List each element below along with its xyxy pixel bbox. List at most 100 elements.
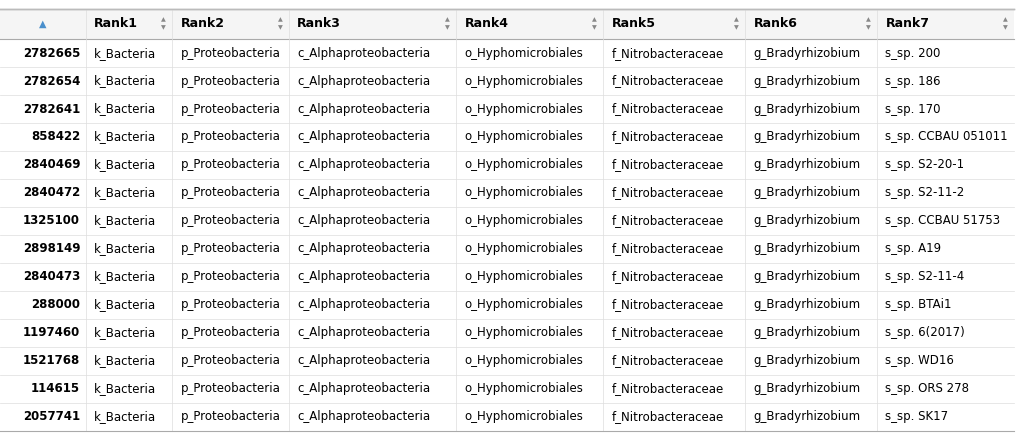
Text: 288000: 288000 [31,298,80,311]
Text: f_Nitrobacteraceae: f_Nitrobacteraceae [612,382,723,395]
Text: s_sp. CCBAU 51753: s_sp. CCBAU 51753 [885,214,1001,227]
Text: o_Hyphomicrobiales: o_Hyphomicrobiales [465,410,584,423]
Text: g_Bradyrhizobium: g_Bradyrhizobium [753,159,861,171]
Text: ▼: ▼ [445,25,449,31]
Text: 2840473: 2840473 [23,270,80,283]
Bar [0,263,1014,291]
Text: p_Proteobacteria: p_Proteobacteria [180,47,280,59]
Text: o_Hyphomicrobiales: o_Hyphomicrobiales [465,159,584,171]
Text: ▲: ▲ [1003,17,1007,23]
Text: 2782641: 2782641 [23,103,80,115]
Bar [0,151,1014,179]
Text: g_Bradyrhizobium: g_Bradyrhizobium [753,242,861,255]
Text: 1325100: 1325100 [23,214,80,227]
Text: ▲: ▲ [445,17,449,23]
Text: o_Hyphomicrobiales: o_Hyphomicrobiales [465,214,584,227]
Text: f_Nitrobacteraceae: f_Nitrobacteraceae [612,214,723,227]
Text: c_Alphaproteobacteria: c_Alphaproteobacteria [297,410,431,423]
Text: p_Proteobacteria: p_Proteobacteria [180,270,280,283]
Text: g_Bradyrhizobium: g_Bradyrhizobium [753,103,861,115]
Text: p_Proteobacteria: p_Proteobacteria [180,75,280,87]
Text: f_Nitrobacteraceae: f_Nitrobacteraceae [612,410,723,423]
Text: o_Hyphomicrobiales: o_Hyphomicrobiales [465,326,584,339]
Bar [0,319,1014,347]
Bar [0,347,1014,375]
Text: p_Proteobacteria: p_Proteobacteria [180,214,280,227]
Text: s_sp. S2-20-1: s_sp. S2-20-1 [885,159,965,171]
Text: g_Bradyrhizobium: g_Bradyrhizobium [753,186,861,199]
Text: c_Alphaproteobacteria: c_Alphaproteobacteria [297,214,431,227]
Text: o_Hyphomicrobiales: o_Hyphomicrobiales [465,242,584,255]
Text: ▲: ▲ [39,19,47,29]
Text: k_Bacteria: k_Bacteria [94,47,156,59]
Bar [0,207,1014,235]
Text: c_Alphaproteobacteria: c_Alphaproteobacteria [297,103,431,115]
Text: f_Nitrobacteraceae: f_Nitrobacteraceae [612,298,723,311]
Text: c_Alphaproteobacteria: c_Alphaproteobacteria [297,47,431,59]
Text: f_Nitrobacteraceae: f_Nitrobacteraceae [612,270,723,283]
Text: f_Nitrobacteraceae: f_Nitrobacteraceae [612,159,723,171]
Text: o_Hyphomicrobiales: o_Hyphomicrobiales [465,298,584,311]
Bar [0,39,1014,67]
Text: o_Hyphomicrobiales: o_Hyphomicrobiales [465,270,584,283]
Text: g_Bradyrhizobium: g_Bradyrhizobium [753,214,861,227]
Text: o_Hyphomicrobiales: o_Hyphomicrobiales [465,354,584,367]
Text: 2057741: 2057741 [23,410,80,423]
Text: f_Nitrobacteraceae: f_Nitrobacteraceae [612,131,723,143]
Text: c_Alphaproteobacteria: c_Alphaproteobacteria [297,131,431,143]
Bar [0,123,1014,151]
Text: ▼: ▼ [592,25,597,31]
Text: p_Proteobacteria: p_Proteobacteria [180,354,280,367]
Text: f_Nitrobacteraceae: f_Nitrobacteraceae [612,326,723,339]
Text: s_sp. 186: s_sp. 186 [885,75,941,87]
Text: g_Bradyrhizobium: g_Bradyrhizobium [753,326,861,339]
Text: k_Bacteria: k_Bacteria [94,103,156,115]
Text: 2840469: 2840469 [23,159,80,171]
Text: ▼: ▼ [277,25,283,31]
Text: s_sp. S2-11-2: s_sp. S2-11-2 [885,186,965,199]
Text: o_Hyphomicrobiales: o_Hyphomicrobiales [465,186,584,199]
Text: ▲: ▲ [734,17,739,23]
Text: k_Bacteria: k_Bacteria [94,354,156,367]
Text: s_sp. CCBAU 051011: s_sp. CCBAU 051011 [885,131,1008,143]
Text: p_Proteobacteria: p_Proteobacteria [180,131,280,143]
Text: k_Bacteria: k_Bacteria [94,75,156,87]
Text: s_sp. 6(2017): s_sp. 6(2017) [885,326,966,339]
Text: 858422: 858422 [31,131,80,143]
Text: p_Proteobacteria: p_Proteobacteria [180,382,280,395]
Text: s_sp. ORS 278: s_sp. ORS 278 [885,382,970,395]
Text: s_sp. 200: s_sp. 200 [885,47,941,59]
Text: Rank2: Rank2 [180,17,225,31]
Text: 2782665: 2782665 [23,47,80,59]
Text: f_Nitrobacteraceae: f_Nitrobacteraceae [612,75,723,87]
Bar [0,375,1014,403]
Bar [0,291,1014,319]
Text: Rank3: Rank3 [297,17,342,31]
Text: ▲: ▲ [160,17,166,23]
Text: Rank4: Rank4 [465,17,508,31]
Text: p_Proteobacteria: p_Proteobacteria [180,326,280,339]
Text: s_sp. 170: s_sp. 170 [885,103,941,115]
Text: p_Proteobacteria: p_Proteobacteria [180,298,280,311]
Text: p_Proteobacteria: p_Proteobacteria [180,242,280,255]
Text: k_Bacteria: k_Bacteria [94,326,156,339]
Text: p_Proteobacteria: p_Proteobacteria [180,159,280,171]
Text: ▼: ▼ [866,25,870,31]
Text: f_Nitrobacteraceae: f_Nitrobacteraceae [612,242,723,255]
Text: c_Alphaproteobacteria: c_Alphaproteobacteria [297,186,431,199]
Text: k_Bacteria: k_Bacteria [94,298,156,311]
Text: p_Proteobacteria: p_Proteobacteria [180,103,280,115]
Text: 114615: 114615 [31,382,80,395]
Text: k_Bacteria: k_Bacteria [94,270,156,283]
Text: 1521768: 1521768 [23,354,80,367]
Text: k_Bacteria: k_Bacteria [94,214,156,227]
Text: 2840472: 2840472 [23,186,80,199]
Text: c_Alphaproteobacteria: c_Alphaproteobacteria [297,382,431,395]
Text: k_Bacteria: k_Bacteria [94,242,156,255]
Bar [0,9,1014,39]
Text: Rank1: Rank1 [94,17,139,31]
Text: s_sp. WD16: s_sp. WD16 [885,354,954,367]
Text: p_Proteobacteria: p_Proteobacteria [180,186,280,199]
Text: g_Bradyrhizobium: g_Bradyrhizobium [753,75,861,87]
Text: c_Alphaproteobacteria: c_Alphaproteobacteria [297,326,431,339]
